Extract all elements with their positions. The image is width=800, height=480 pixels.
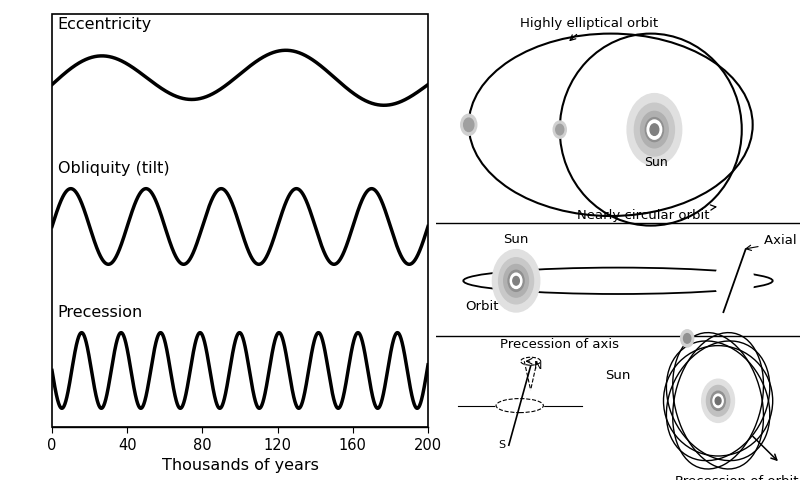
Text: Highly elliptical orbit: Highly elliptical orbit bbox=[520, 17, 658, 40]
Text: Precession: Precession bbox=[58, 305, 143, 320]
Circle shape bbox=[508, 270, 524, 291]
Circle shape bbox=[650, 123, 659, 136]
Circle shape bbox=[683, 334, 691, 343]
Text: Orbit: Orbit bbox=[465, 300, 498, 313]
Circle shape bbox=[513, 276, 519, 285]
Text: Precession of axis: Precession of axis bbox=[500, 338, 619, 351]
Circle shape bbox=[627, 94, 682, 166]
X-axis label: Thousands of years: Thousands of years bbox=[162, 458, 318, 473]
Circle shape bbox=[706, 385, 730, 416]
Circle shape bbox=[496, 374, 543, 437]
Circle shape bbox=[504, 264, 529, 297]
Circle shape bbox=[646, 118, 663, 142]
Circle shape bbox=[461, 114, 477, 135]
Text: N: N bbox=[534, 361, 542, 371]
Text: Obliquity (tilt): Obliquity (tilt) bbox=[58, 161, 170, 176]
Circle shape bbox=[464, 118, 474, 132]
Circle shape bbox=[715, 256, 754, 306]
Circle shape bbox=[713, 394, 723, 408]
Circle shape bbox=[647, 120, 662, 139]
Text: Nearly circular orbit: Nearly circular orbit bbox=[578, 205, 716, 222]
Text: Sun: Sun bbox=[606, 369, 630, 382]
Circle shape bbox=[493, 250, 540, 312]
Text: Precession of orbit: Precession of orbit bbox=[674, 475, 798, 480]
Circle shape bbox=[650, 124, 658, 135]
Text: Sun: Sun bbox=[644, 156, 668, 169]
Text: Axial tilt: Axial tilt bbox=[746, 234, 800, 251]
Text: S: S bbox=[498, 440, 505, 450]
Circle shape bbox=[554, 121, 566, 138]
Circle shape bbox=[681, 330, 694, 347]
Circle shape bbox=[610, 395, 626, 416]
Circle shape bbox=[711, 391, 726, 410]
Circle shape bbox=[510, 273, 522, 288]
Circle shape bbox=[634, 103, 674, 156]
Circle shape bbox=[715, 397, 721, 405]
Text: Eccentricity: Eccentricity bbox=[58, 17, 152, 32]
Circle shape bbox=[498, 258, 534, 304]
Circle shape bbox=[556, 124, 564, 135]
Text: Sun: Sun bbox=[503, 233, 529, 246]
Circle shape bbox=[702, 379, 734, 422]
Circle shape bbox=[641, 111, 668, 148]
